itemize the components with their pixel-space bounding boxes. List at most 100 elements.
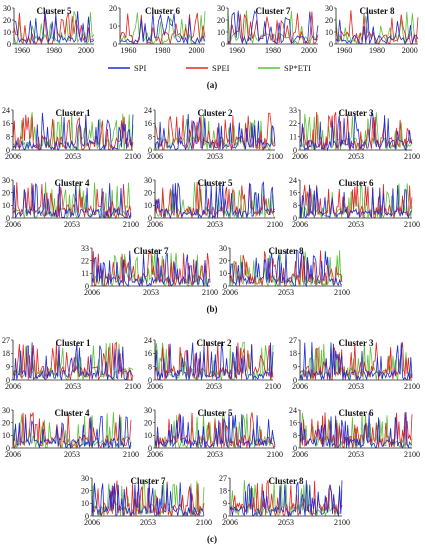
y-tick-label: 16: [289, 188, 297, 197]
cluster-chart: 0 8 16 24 2006 2053 2100 Cluster 6: [289, 406, 420, 459]
legend-label: SPEI: [212, 63, 230, 73]
chart-title: Cluster 2: [196, 338, 232, 348]
y-tick-label: 10: [217, 28, 225, 37]
series-line-spi: [12, 342, 134, 381]
y-tick-label: 10: [219, 269, 227, 278]
y-tick-label: 24: [144, 336, 152, 345]
y-tick-label: 0: [6, 214, 10, 223]
legend-label: SP*ETI: [284, 63, 311, 73]
y-tick-label: 0: [6, 376, 10, 385]
chart-title: Cluster 5: [197, 408, 233, 418]
series-line-spi: [229, 249, 343, 288]
x-tick-label: 2053: [348, 450, 364, 459]
y-tick-label: 8: [148, 132, 152, 141]
chart-title: Cluster 6: [145, 6, 181, 16]
y-tick-label: 10: [2, 431, 10, 440]
y-tick-label: 9: [6, 362, 10, 371]
x-tick-label: 1980: [265, 46, 281, 55]
x-tick-label: 2006: [292, 152, 308, 161]
cluster-chart: 0 10 20 30 1960 1980 2000 Cluster 5: [3, 4, 95, 55]
chart-title: Cluster 5: [197, 178, 233, 188]
y-tick-label: 0: [223, 282, 227, 291]
cluster-chart: 0 8 16 24 2006 2053 2100 Cluster 6: [289, 176, 420, 229]
y-tick-label: 30: [2, 406, 10, 415]
x-tick-label: 1980: [155, 46, 171, 55]
chart-title: Cluster 1: [55, 108, 91, 118]
y-tick-label: 9: [293, 362, 297, 371]
x-tick-label: 2006: [147, 450, 163, 459]
y-tick-label: 30: [325, 4, 333, 13]
y-tick-label: 20: [217, 16, 225, 25]
series-line-spei: [12, 114, 134, 151]
y-tick-label: 10: [109, 22, 117, 31]
cluster-chart: 0 8 16 24 2006 2053 2100 Cluster 2: [144, 336, 281, 391]
x-tick-label: 2006: [222, 518, 238, 527]
y-tick-label: 24: [144, 106, 152, 115]
cluster-chart: 0 10 20 30 1960 1980 2000 Cluster 8: [325, 4, 419, 55]
chart-title: Cluster 6: [338, 408, 374, 418]
y-tick-label: 33: [289, 106, 297, 115]
y-tick-label: 33: [81, 244, 89, 253]
y-tick-label: 30: [3, 4, 11, 13]
x-tick-label: 2100: [404, 152, 420, 161]
series-line-spei: [299, 111, 413, 152]
chart-title: Cluster 4: [54, 408, 90, 418]
y-tick-label: 8: [148, 362, 152, 371]
y-tick-label: 22: [289, 119, 297, 128]
y-tick-label: 18: [289, 349, 297, 358]
y-tick-label: 16: [144, 119, 152, 128]
series-line-spi: [154, 412, 276, 449]
series-line-spi: [12, 183, 132, 219]
x-tick-label: 2100: [404, 450, 420, 459]
x-tick-label: 2100: [404, 382, 420, 391]
x-tick-label: 2053: [207, 220, 223, 229]
cluster-chart: 0 10 20 30 2006 2053 2100 Cluster 5: [144, 406, 283, 459]
series-line-spei: [299, 183, 413, 219]
y-tick-label: 10: [144, 201, 152, 210]
chart-title: Cluster 7: [130, 476, 166, 486]
cluster-chart: 0 11 22 33 2006 2053 2100 Cluster 7: [81, 244, 218, 297]
x-tick-label: 2006: [147, 220, 163, 229]
x-tick-label: 2053: [143, 288, 159, 297]
series-line-spi: [119, 12, 206, 45]
series-line-speti: [335, 11, 419, 45]
series-line-spi: [13, 10, 95, 45]
cluster-chart: 0 9 18 27 2006 2053 2100 Cluster 3: [289, 336, 420, 391]
y-tick-label: 20: [144, 188, 152, 197]
chart-title: Cluster 2: [197, 108, 233, 118]
x-tick-label: 2100: [265, 382, 281, 391]
series-line-spi: [154, 342, 274, 381]
x-tick-label: 2100: [125, 152, 141, 161]
x-tick-label: 2000: [189, 46, 205, 55]
series-line-speti: [12, 182, 132, 220]
y-tick-label: 8: [293, 201, 297, 210]
series-line-spi: [335, 10, 419, 45]
y-tick-label: 10: [2, 201, 10, 210]
panel-2: 0 9 18 27 2006 2053 2100 Cluster 1 0 8 16 24 2006 205…: [2, 336, 420, 544]
x-tick-label: 2100: [267, 152, 283, 161]
y-tick-label: 0: [7, 40, 11, 49]
y-tick-label: 11: [289, 132, 297, 141]
x-tick-label: 2100: [334, 288, 350, 297]
y-tick-label: 20: [109, 4, 117, 13]
series-line-spi: [299, 111, 413, 152]
series-line-speti: [229, 480, 343, 518]
y-tick-label: 0: [221, 40, 225, 49]
x-tick-label: 2006: [147, 152, 163, 161]
chart-title: Cluster 1: [55, 338, 91, 348]
series-line-spi: [12, 112, 134, 151]
y-tick-label: 11: [81, 269, 89, 278]
y-tick-label: 20: [144, 418, 152, 427]
y-tick-label: 20: [81, 486, 89, 495]
x-tick-label: 1960: [336, 46, 352, 55]
x-tick-label: 2053: [206, 382, 222, 391]
y-tick-label: 8: [6, 132, 10, 141]
series-line-spei: [12, 182, 132, 219]
series-line-spi: [91, 250, 211, 288]
x-tick-label: 2053: [64, 220, 80, 229]
cluster-chart: 0 8 16 24 2006 2053 2100 Cluster 2: [144, 106, 283, 161]
x-tick-label: 2100: [202, 288, 218, 297]
y-tick-label: 0: [293, 444, 297, 453]
y-tick-label: 0: [148, 444, 152, 453]
